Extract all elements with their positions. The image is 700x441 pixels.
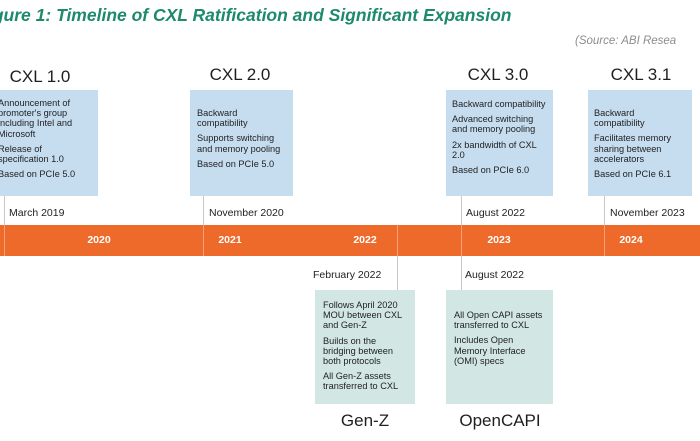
- event-date: February 2022: [313, 269, 382, 281]
- year-label: 2020: [87, 234, 111, 246]
- event-box-cxl-1-0: Announcement of promoter's group includi…: [0, 90, 98, 196]
- event-detail: Facilitates memory sharing between accel…: [594, 133, 672, 164]
- event-detail: Based on PCIe 6.1: [594, 169, 672, 180]
- connector-line: [461, 256, 462, 290]
- event-box-opencapi: All Open CAPI assets transferred to CXL …: [446, 290, 553, 404]
- event-detail: Backward compatibility: [197, 108, 248, 129]
- event-heading-cxl-1-0: CXL 1.0: [9, 67, 71, 86]
- year-label: 2024: [619, 234, 643, 246]
- connector-line: [604, 196, 605, 225]
- event-date: November 2023: [610, 207, 685, 219]
- event-label-opencapi: OpenCAPI: [459, 411, 541, 430]
- year-separator: [604, 225, 605, 256]
- year-separator: [4, 225, 5, 256]
- event-date: November 2020: [209, 207, 284, 219]
- event-date: August 2022: [465, 269, 524, 281]
- event-detail: Based on PCIe 5.0: [197, 158, 275, 169]
- connector-line: [4, 196, 5, 225]
- source-note: (Source: ABI Resea: [575, 35, 677, 47]
- event-heading-cxl-3-0: CXL 3.0: [467, 65, 529, 84]
- event-box-cxl-3-1: Backward compatibility Facilitates memor…: [588, 90, 692, 196]
- year-label: 2023: [487, 234, 511, 246]
- event-detail: All Gen-Z assets transferred to CXL: [323, 371, 399, 392]
- event-detail: Includes Open Memory Interface (OMI) spe…: [454, 335, 526, 366]
- year-separator: [203, 225, 204, 256]
- event-date: March 2019: [9, 207, 65, 219]
- year-label: 2021: [218, 234, 242, 246]
- event-detail: Supports switching and memory pooling: [197, 133, 281, 154]
- event-detail: Backward compatibility: [452, 99, 546, 109]
- year-separator: [461, 225, 462, 256]
- event-heading-cxl-3-1: CXL 3.1: [610, 65, 672, 84]
- figure-title: igure 1: Timeline of CXL Ratification an…: [0, 5, 512, 25]
- connector-line: [397, 256, 398, 290]
- event-detail: Release of specification 1.0: [0, 143, 64, 165]
- year-label: 2022: [353, 234, 377, 246]
- event-heading-cxl-2-0: CXL 2.0: [209, 65, 271, 84]
- event-date: August 2022: [466, 207, 525, 219]
- event-detail: All Open CAPI assets transferred to CXL: [454, 310, 543, 331]
- connector-line: [461, 196, 462, 225]
- event-box-cxl-2-0: Backward compatibility Supports switchin…: [190, 90, 293, 196]
- event-detail: Advanced switching and memory pooling: [452, 114, 536, 135]
- year-separator: [397, 225, 398, 256]
- event-detail: Based on PCIe 5.0: [0, 169, 76, 180]
- event-label-gen-z: Gen-Z: [340, 411, 390, 430]
- event-box-cxl-3-0: Backward compatibility Advanced switchin…: [446, 90, 553, 196]
- event-detail: Backward compatibility: [594, 108, 645, 129]
- event-detail: Follows April 2020 MOU between CXL and G…: [323, 300, 402, 331]
- connector-line: [203, 196, 204, 225]
- event-detail: Builds on the bridging between both prot…: [323, 335, 393, 367]
- event-detail: Announcement of promoter's group includi…: [0, 98, 73, 139]
- event-box-gen-z: Follows April 2020 MOU between CXL and G…: [315, 290, 415, 404]
- timeline-bar: [0, 225, 700, 256]
- event-detail: Based on PCIe 6.0: [452, 165, 530, 176]
- event-detail: 2x bandwidth of CXL 2.0: [452, 139, 537, 160]
